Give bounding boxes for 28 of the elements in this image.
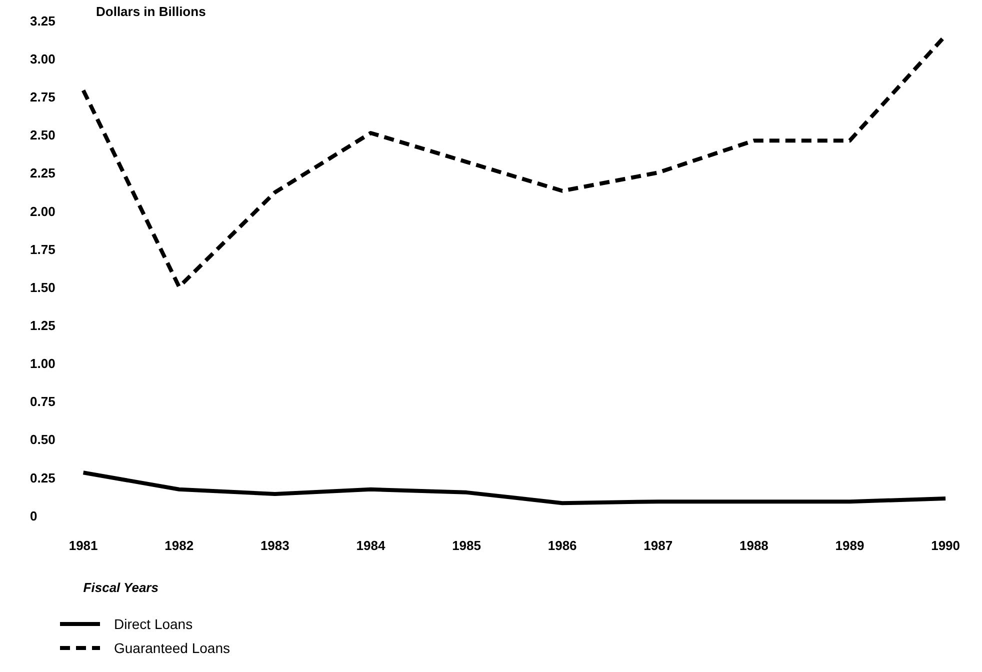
y-tick-label: 2.25: [30, 166, 56, 181]
y-tick-label: 3.00: [30, 51, 56, 66]
y-tick-label: 2.00: [30, 204, 56, 219]
x-axis-title: Fiscal Years: [83, 580, 158, 595]
y-tick-label: 2.50: [30, 128, 56, 143]
x-tick-label: 1986: [548, 538, 577, 554]
y-tick-label: 1.75: [30, 242, 56, 257]
x-tick-label: 1988: [739, 538, 768, 554]
x-tick-label: 1982: [164, 538, 194, 554]
y-tick-label: 3.25: [30, 13, 56, 28]
x-tick-label: 1987: [644, 538, 673, 554]
y-tick-label: 0.50: [30, 432, 56, 448]
y-tick-label: 0.75: [30, 394, 56, 410]
y-axis-title: Dollars in Billions: [96, 4, 206, 19]
y-tick-label: 0: [30, 508, 38, 524]
x-tick-label: 1981: [68, 538, 98, 554]
y-tick-label: 1.00: [30, 356, 56, 372]
y-tick-label: 2.75: [30, 90, 56, 105]
x-tick-label: 1983: [260, 538, 290, 554]
legend-label: Guaranteed Loans: [114, 640, 230, 656]
legend-label: Direct Loans: [114, 616, 193, 632]
x-tick-label: 1990: [931, 538, 960, 554]
x-tick-label: 1985: [452, 538, 481, 554]
y-tick-label: 0.25: [30, 470, 56, 486]
y-tick-label: 1.25: [30, 318, 56, 333]
x-tick-label: 1984: [356, 538, 386, 554]
x-tick-label: 1989: [835, 538, 864, 554]
y-tick-label: 1.50: [30, 280, 56, 295]
